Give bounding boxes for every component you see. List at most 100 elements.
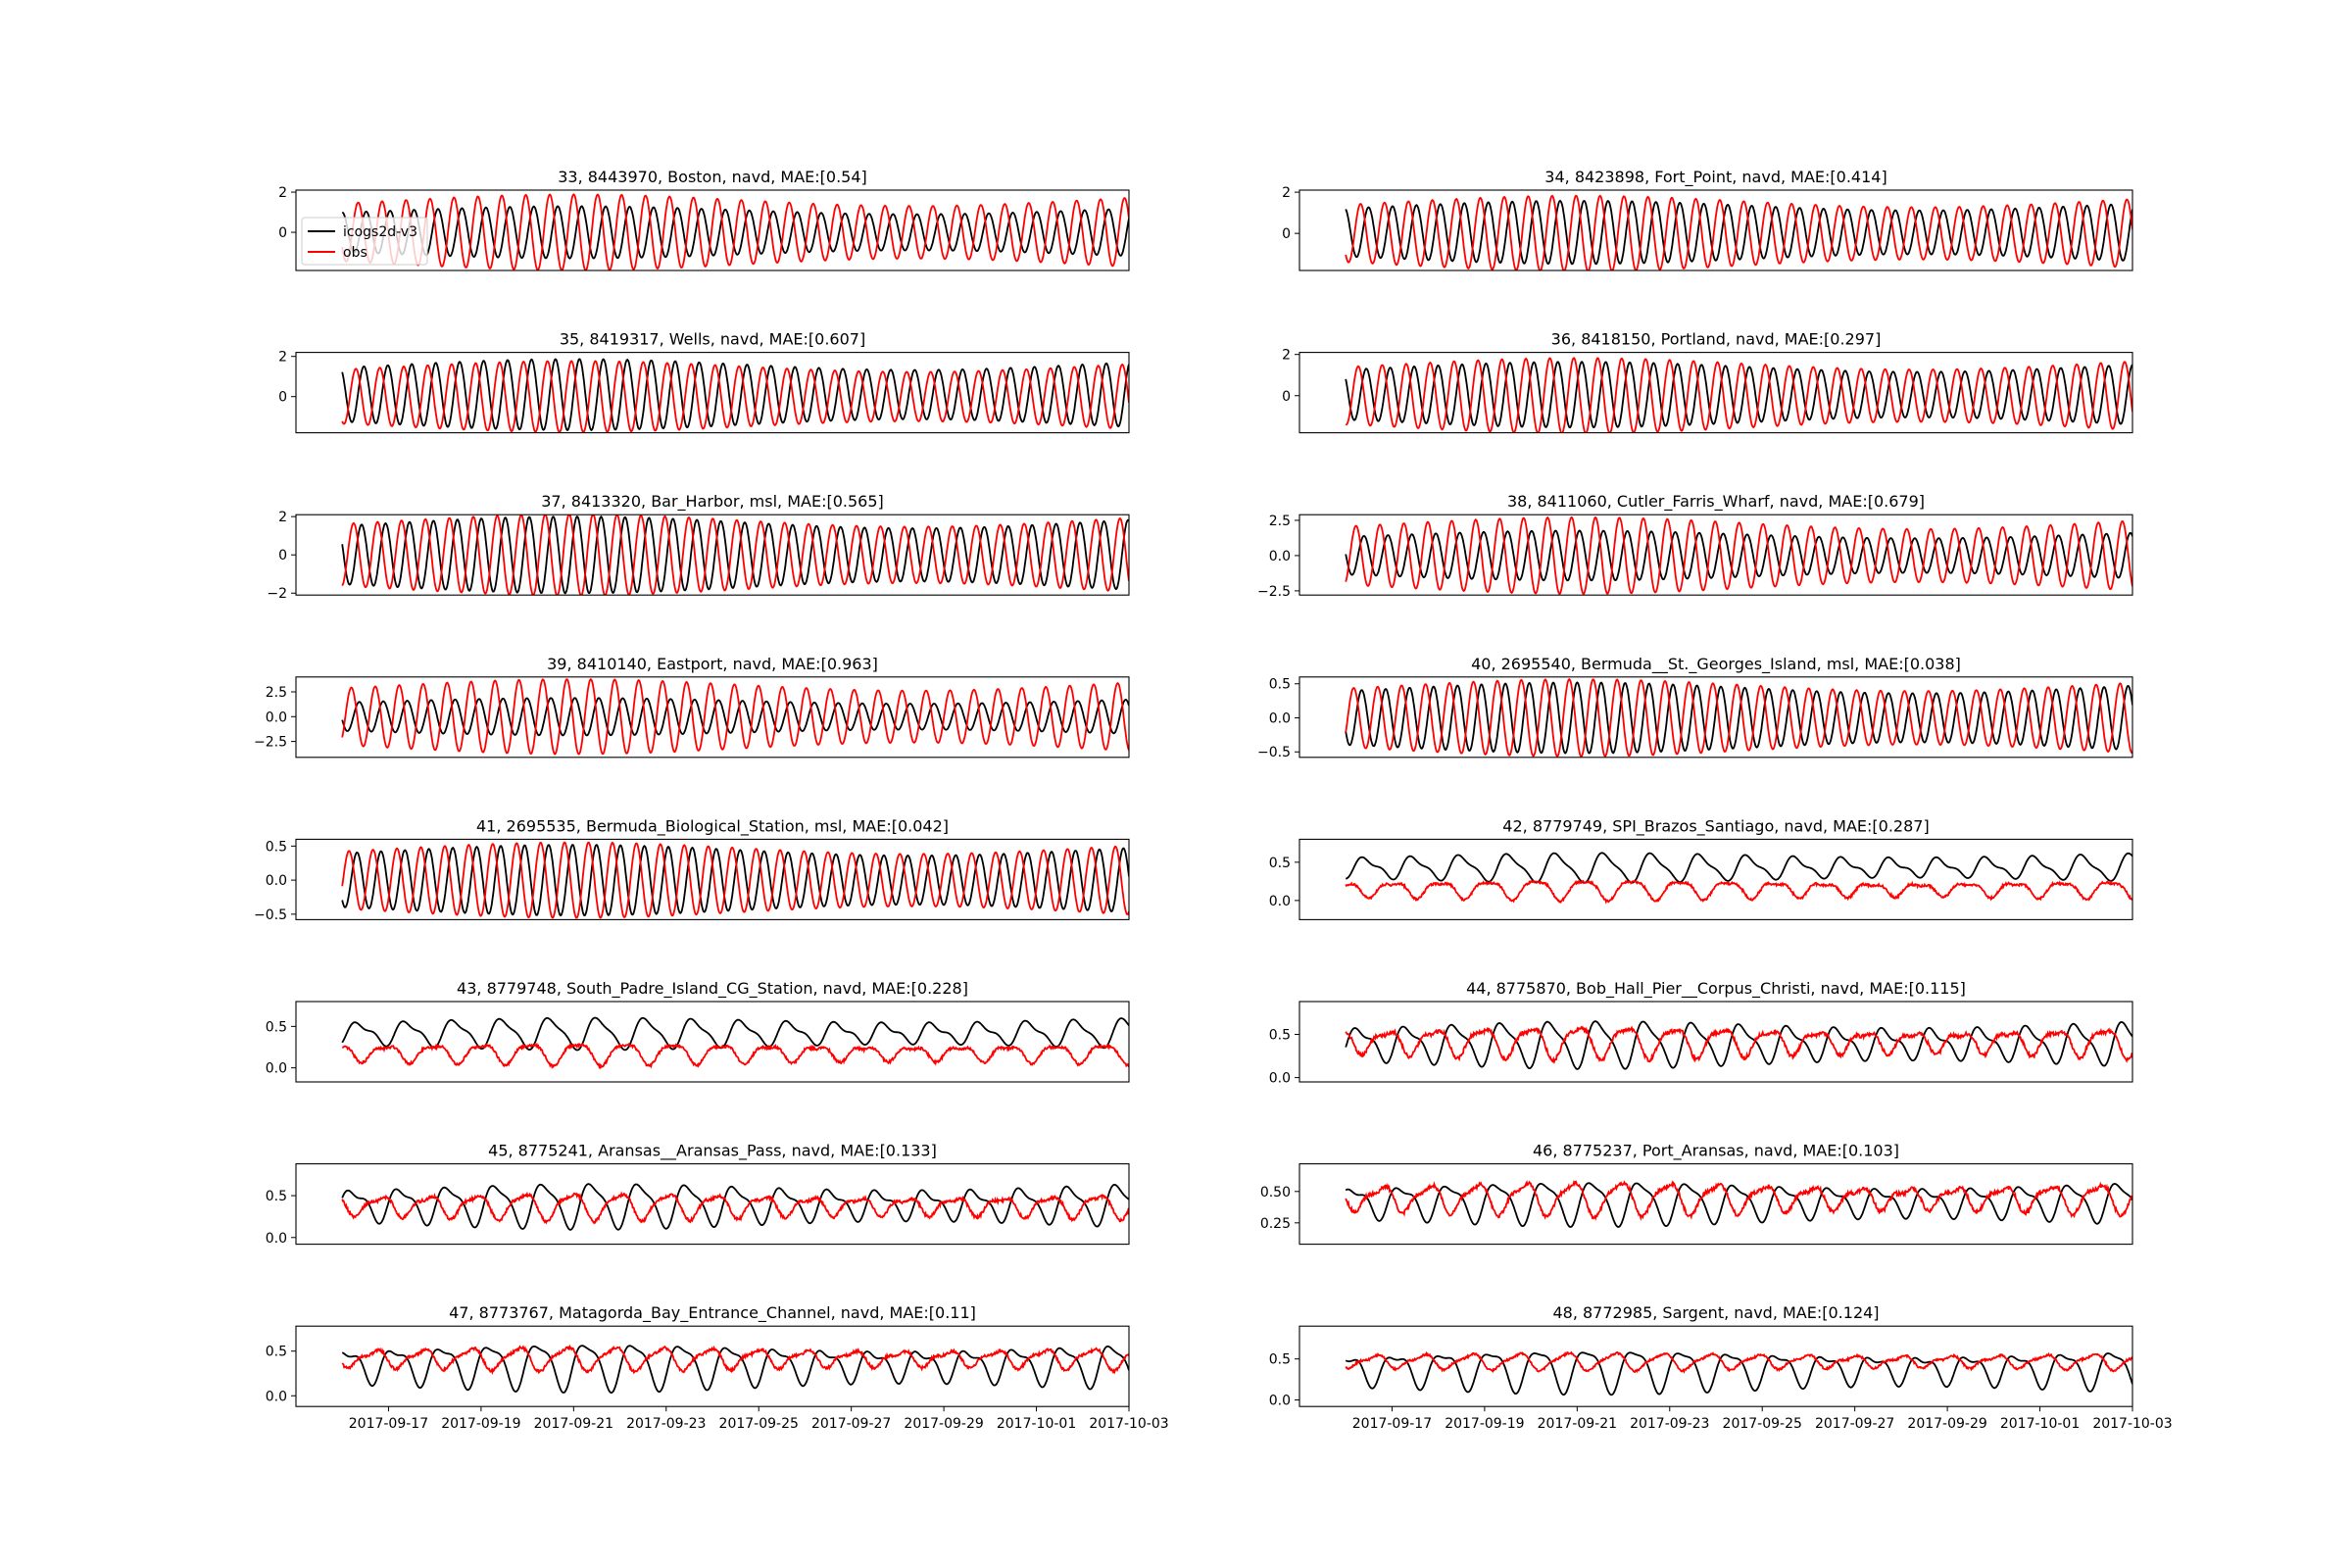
- y-tick-label: 0.5: [1269, 856, 1291, 871]
- y-tick-label: 0.0: [266, 873, 287, 889]
- axes-frame: [295, 189, 1130, 271]
- y-tick-label: 0.5: [266, 839, 287, 855]
- y-tick-label: 0.0: [1269, 549, 1291, 564]
- y-tick-label: 0: [1282, 389, 1291, 405]
- series-line-obs: [1345, 1350, 2132, 1374]
- panel-34: 34, 8423898, Fort_Point, navd, MAE:[0.41…: [1282, 168, 2133, 271]
- series-line-obs: [341, 360, 1129, 433]
- panel-48: 48, 8772985, Sargent, navd, MAE:[0.124] 0…: [1269, 1303, 2173, 1432]
- panel-title: 47, 8773767, Matagorda_Bay_Entrance_Chan…: [449, 1303, 976, 1323]
- axes-frame: [1298, 1325, 2133, 1407]
- panel-title: 46, 8775237, Port_Aransas, navd, MAE:[0.…: [1533, 1142, 1899, 1161]
- y-tick-label: 0.5: [1269, 1028, 1291, 1044]
- panel-44: 44, 8775870, Bob_Hall_Pier__Corpus_Chris…: [1269, 979, 2133, 1087]
- series-line-model: [1345, 529, 2132, 582]
- y-tick-label: 0.0: [266, 710, 287, 725]
- series-line-model: [341, 515, 1129, 595]
- axes-frame: [295, 1001, 1130, 1083]
- series-line-model: [1345, 681, 2132, 755]
- y-tick-label: 0.0: [266, 1231, 287, 1247]
- series-line-model: [1345, 1020, 2132, 1070]
- x-tick-label: 2017-09-23: [1630, 1416, 1709, 1432]
- series-line-model: [341, 697, 1129, 737]
- panel-title: 34, 8423898, Fort_Point, navd, MAE:[0.41…: [1544, 168, 1886, 187]
- y-tick-label: 0.25: [1260, 1216, 1291, 1232]
- y-tick-label: 0.0: [1269, 1071, 1291, 1087]
- axes-frame: [1298, 676, 2133, 759]
- y-tick-label: 0: [278, 548, 287, 564]
- panels: 33, 8443970, Boston, navd, MAE:[0.54]20 i…: [254, 168, 2173, 1432]
- legend-label: obs: [343, 245, 368, 261]
- axes-frame: [1298, 514, 2133, 596]
- series-line-model: [1345, 361, 2132, 429]
- series-line-obs: [1345, 194, 2132, 270]
- series-line-obs: [342, 1042, 1129, 1070]
- x-tick-label: 2017-09-19: [1445, 1416, 1524, 1432]
- series-line-obs: [1345, 879, 2132, 905]
- panel-title: 35, 8419317, Wells, navd, MAE:[0.607]: [560, 330, 865, 349]
- y-tick-label: −2.5: [1257, 584, 1291, 600]
- y-tick-label: 2: [278, 185, 287, 201]
- panel-title: 43, 8779748, South_Padre_Island_CG_Stati…: [457, 979, 968, 999]
- y-tick-label: 2: [1282, 185, 1291, 201]
- panel-title: 38, 8411060, Cutler_Farris_Wharf, navd, …: [1507, 492, 1925, 512]
- y-tick-label: 2: [278, 510, 287, 525]
- x-tick-label: 2017-09-17: [349, 1416, 428, 1432]
- series-line-obs: [341, 841, 1129, 919]
- y-tick-label: 2: [1282, 348, 1291, 364]
- axes-frame: [295, 838, 1130, 920]
- series-line-obs: [341, 678, 1129, 756]
- axes-frame: [1298, 1163, 2133, 1246]
- x-tick-label: 2017-10-03: [2092, 1416, 2172, 1432]
- axes-frame: [295, 352, 1130, 434]
- y-tick-label: 0.0: [266, 1061, 287, 1077]
- series-line-obs: [1345, 678, 2132, 758]
- axes-frame: [1298, 838, 2133, 920]
- panel-title: 44, 8775870, Bob_Hall_Pier__Corpus_Chris…: [1466, 979, 1966, 999]
- y-tick-label: 0.5: [1269, 1352, 1291, 1368]
- x-tick-label: 2017-09-17: [1352, 1416, 1432, 1432]
- x-tick-label: 2017-09-27: [811, 1416, 891, 1432]
- axes-frame: [295, 1163, 1130, 1246]
- panel-38: 38, 8411060, Cutler_Farris_Wharf, navd, …: [1257, 492, 2133, 600]
- series-line-model: [341, 205, 1129, 260]
- panel-42: 42, 8779749, SPI_Brazos_Santiago, navd, …: [1269, 816, 2133, 920]
- y-tick-label: 0: [1282, 226, 1291, 242]
- series-line-model: [341, 1016, 1129, 1052]
- panel-47: 47, 8773767, Matagorda_Bay_Entrance_Chan…: [266, 1303, 1169, 1432]
- y-tick-label: 0.50: [1260, 1185, 1291, 1200]
- y-tick-label: 0.0: [1269, 1394, 1291, 1409]
- y-tick-label: −2.5: [254, 735, 287, 751]
- legend: icogs2d-v3 obs: [301, 217, 428, 266]
- series-line-model: [1345, 1351, 2132, 1396]
- legend-label: icogs2d-v3: [343, 224, 417, 240]
- series-line-obs: [1345, 515, 2132, 596]
- panel-39: 39, 8410140, Eastport, navd, MAE:[0.963]…: [254, 655, 1130, 759]
- series-line-model: [1346, 852, 2132, 884]
- x-tick-label: 2017-09-29: [1907, 1416, 1986, 1432]
- axes-frame: [295, 1325, 1130, 1407]
- x-tick-label: 2017-09-21: [534, 1416, 613, 1432]
- panel-41: 41, 2695535, Bermuda_Biological_Station,…: [254, 816, 1130, 923]
- x-tick-label: 2017-10-01: [997, 1416, 1076, 1432]
- y-tick-label: 0: [278, 390, 287, 406]
- y-tick-label: 0.5: [266, 1345, 287, 1360]
- panel-40: 40, 2695540, Bermuda__St._Georges_Island…: [1257, 655, 2133, 760]
- series-line-obs: [341, 1344, 1129, 1376]
- series-line-model: [341, 358, 1129, 432]
- panel-title: 45, 8775241, Aransas__Aransas_Pass, navd…: [488, 1142, 937, 1161]
- y-tick-label: 2.5: [1269, 514, 1291, 529]
- panel-45: 45, 8775241, Aransas__Aransas_Pass, navd…: [266, 1142, 1130, 1247]
- series-line-model: [1345, 199, 2132, 266]
- x-tick-label: 2017-09-25: [1723, 1416, 1802, 1432]
- panel-title: 48, 8772985, Sargent, navd, MAE:[0.124]: [1552, 1303, 1879, 1322]
- panel-35: 35, 8419317, Wells, navd, MAE:[0.607] 2 0: [278, 330, 1130, 434]
- panel-title: 36, 8418150, Portland, navd, MAE:[0.297]: [1551, 330, 1882, 349]
- series-line-model: [341, 1345, 1129, 1394]
- y-tick-label: −0.5: [254, 907, 287, 923]
- y-tick-label: 0.0: [1269, 710, 1291, 726]
- x-tick-label: 2017-10-01: [2000, 1416, 2080, 1432]
- series-line-obs: [1345, 1025, 2132, 1065]
- panel-36: 36, 8418150, Portland, navd, MAE:[0.297]…: [1282, 330, 2133, 434]
